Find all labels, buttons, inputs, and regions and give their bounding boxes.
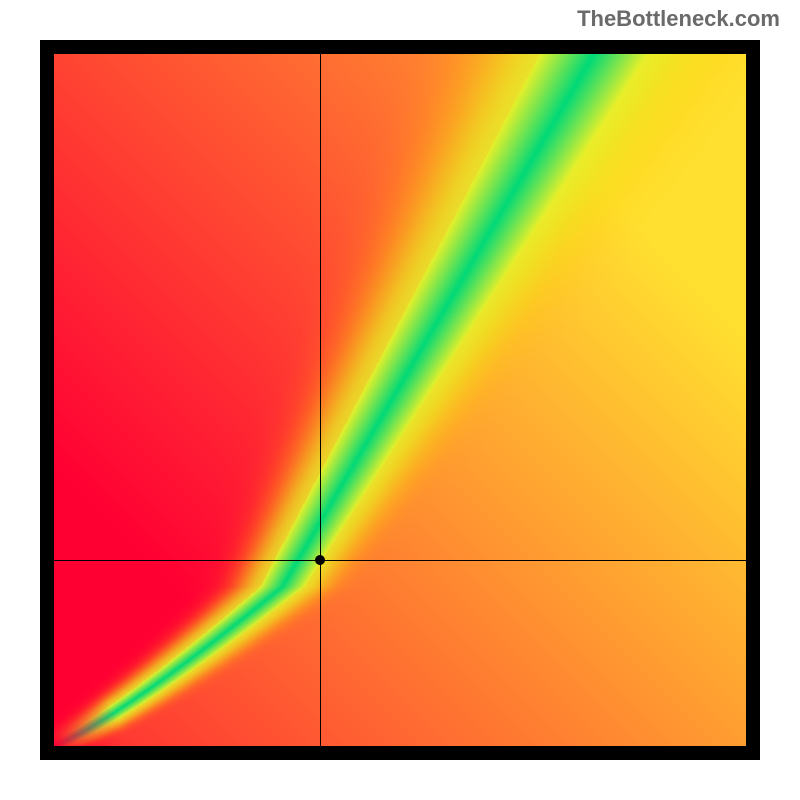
crosshair-horizontal bbox=[54, 560, 746, 561]
image-container: TheBottleneck.com bbox=[0, 0, 800, 800]
crosshair-marker bbox=[315, 555, 325, 565]
plot-area bbox=[40, 40, 760, 760]
attribution-text: TheBottleneck.com bbox=[577, 6, 780, 32]
heatmap-canvas bbox=[54, 54, 746, 746]
crosshair-vertical bbox=[320, 54, 321, 746]
